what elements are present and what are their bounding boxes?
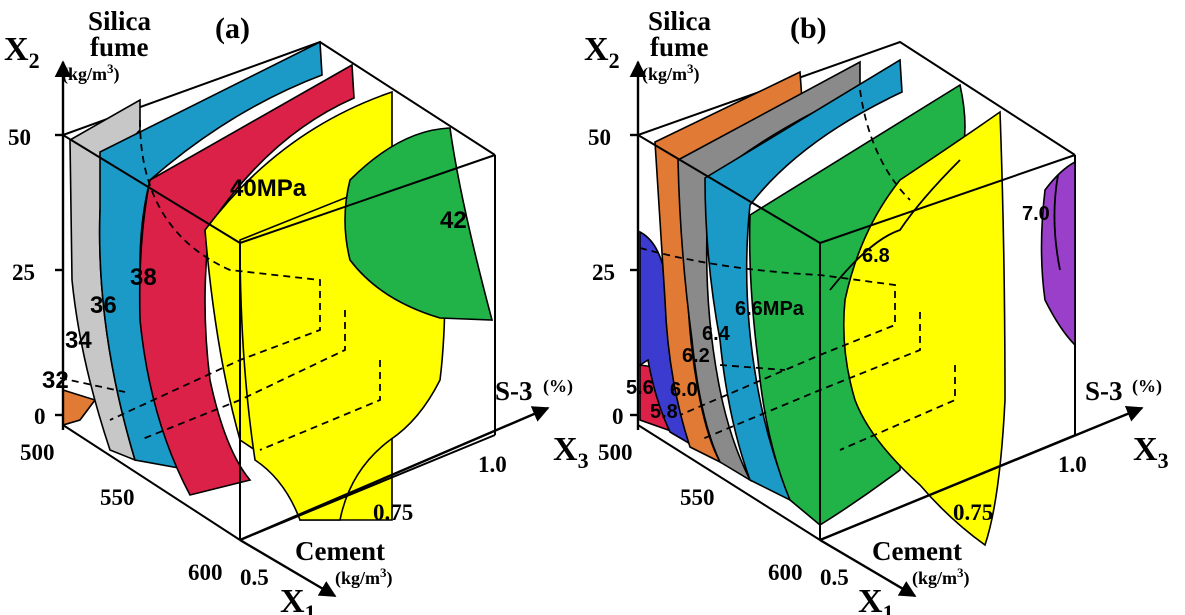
x3-title: S-3 bbox=[1085, 376, 1123, 406]
x2-tick-label-25: 25 bbox=[592, 260, 615, 285]
dashed-contour-2 bbox=[639, 247, 896, 416]
x1-axis-arrow bbox=[819, 538, 917, 598]
panel-label-b: (b) bbox=[790, 12, 827, 45]
band-7.0-purple bbox=[1040, 160, 1076, 347]
contour-label-40MPa: 40MPa bbox=[230, 175, 307, 202]
band-42-green bbox=[344, 127, 494, 321]
solid-contour-7.0 bbox=[1053, 174, 1061, 271]
band-6.4-blue bbox=[704, 58, 903, 502]
contour-label-6.0: 6.0 bbox=[670, 379, 698, 401]
x3-tick-label-0.5: 0.5 bbox=[820, 565, 849, 590]
x1-axis-arrow bbox=[239, 538, 337, 598]
x2-tick-label-50: 50 bbox=[8, 125, 31, 150]
x3-unit: (%) bbox=[1132, 376, 1162, 397]
x1-tick-label-550: 550 bbox=[100, 485, 135, 510]
box-top-back-edges bbox=[637, 40, 1076, 156]
contour-label-6.8: 6.8 bbox=[862, 245, 890, 267]
x1-title: Cement bbox=[872, 536, 962, 566]
panel-b: 50 25 0 500 550 600 0.5 0.75 1.0 Silica … bbox=[584, 6, 1169, 615]
panel-label-a: (a) bbox=[215, 12, 250, 45]
x1-tick-label-500: 500 bbox=[20, 440, 55, 465]
x3-unit: (%) bbox=[543, 376, 573, 397]
x3-symbol: X3 bbox=[553, 431, 589, 473]
solid-contour-6.8 bbox=[829, 159, 961, 291]
x3-tick-label-0.75: 0.75 bbox=[953, 500, 993, 525]
x1-tick-label-500: 500 bbox=[598, 440, 633, 465]
contour-label-36: 36 bbox=[90, 292, 117, 319]
x1-symbol: X1 bbox=[280, 583, 316, 615]
contour-label-6.2: 6.2 bbox=[682, 345, 710, 367]
panel-a: 50 25 0 500 550 600 0.5 0.75 1.0 Silica … bbox=[4, 6, 589, 615]
x2-symbol: X2 bbox=[584, 31, 620, 73]
x2-title-line1: Silica bbox=[88, 6, 152, 36]
x3-axis-arrow bbox=[239, 406, 550, 542]
dashed-contour-1 bbox=[109, 119, 321, 421]
x1-title: Cement bbox=[295, 536, 385, 566]
x2-unit: (kg/m3) bbox=[642, 61, 700, 85]
contour-label-6.4: 6.4 bbox=[702, 323, 731, 345]
x1-tick-label-600: 600 bbox=[188, 560, 223, 585]
dashed-contour-3 bbox=[259, 360, 381, 451]
x3-tick-label-0.5: 0.5 bbox=[240, 565, 269, 590]
box-bottom-left-edge bbox=[637, 424, 821, 541]
x2-symbol: X2 bbox=[4, 31, 40, 73]
x1-symbol: X1 bbox=[858, 583, 894, 615]
x1-tick-label-600: 600 bbox=[768, 560, 803, 585]
contour-label-38: 38 bbox=[130, 264, 157, 291]
dashed-contour-1 bbox=[859, 89, 911, 201]
x3-symbol: X3 bbox=[1133, 431, 1169, 473]
x3-axis-arrow bbox=[819, 405, 1144, 542]
band-38-red bbox=[138, 63, 355, 496]
x1-tick-label-550: 550 bbox=[680, 485, 715, 510]
x3-tick-label-1.0: 1.0 bbox=[478, 452, 507, 477]
x3-tick-label-0.75: 0.75 bbox=[373, 500, 413, 525]
dashed-contour-3 bbox=[699, 312, 921, 441]
x1-unit: (kg/m3) bbox=[912, 565, 970, 589]
x2-tick-label-0: 0 bbox=[612, 404, 624, 429]
contour-label-5.6: 5.6 bbox=[626, 377, 654, 399]
x2-title-line2: fume bbox=[650, 32, 708, 62]
x3-title: S-3 bbox=[495, 376, 533, 406]
contour-label-32: 32 bbox=[42, 367, 69, 394]
dashed-contour-2 bbox=[139, 310, 346, 441]
contour-label-5.8: 5.8 bbox=[650, 401, 678, 423]
band-32-orange bbox=[62, 388, 97, 427]
contour-label-7.0: 7.0 bbox=[1022, 203, 1050, 225]
x2-tick-label-50: 50 bbox=[588, 125, 611, 150]
x2-title-line1: Silica bbox=[648, 6, 712, 36]
x2-tick-label-25: 25 bbox=[12, 260, 35, 285]
contour-label-42: 42 bbox=[440, 207, 467, 234]
x2-title-line2: fume bbox=[90, 32, 148, 62]
box-bottom-left-edge bbox=[62, 424, 241, 541]
x2-unit: (kg/m3) bbox=[62, 61, 120, 85]
x3-tick-label-1.0: 1.0 bbox=[1058, 452, 1087, 477]
x1-unit: (kg/m3) bbox=[335, 565, 393, 589]
contour-label-6.6MPa: 6.6MPa bbox=[735, 298, 805, 320]
dashed-contour-5 bbox=[719, 364, 786, 371]
contour-label-34: 34 bbox=[65, 327, 92, 354]
x2-tick-label-0: 0 bbox=[34, 404, 46, 429]
